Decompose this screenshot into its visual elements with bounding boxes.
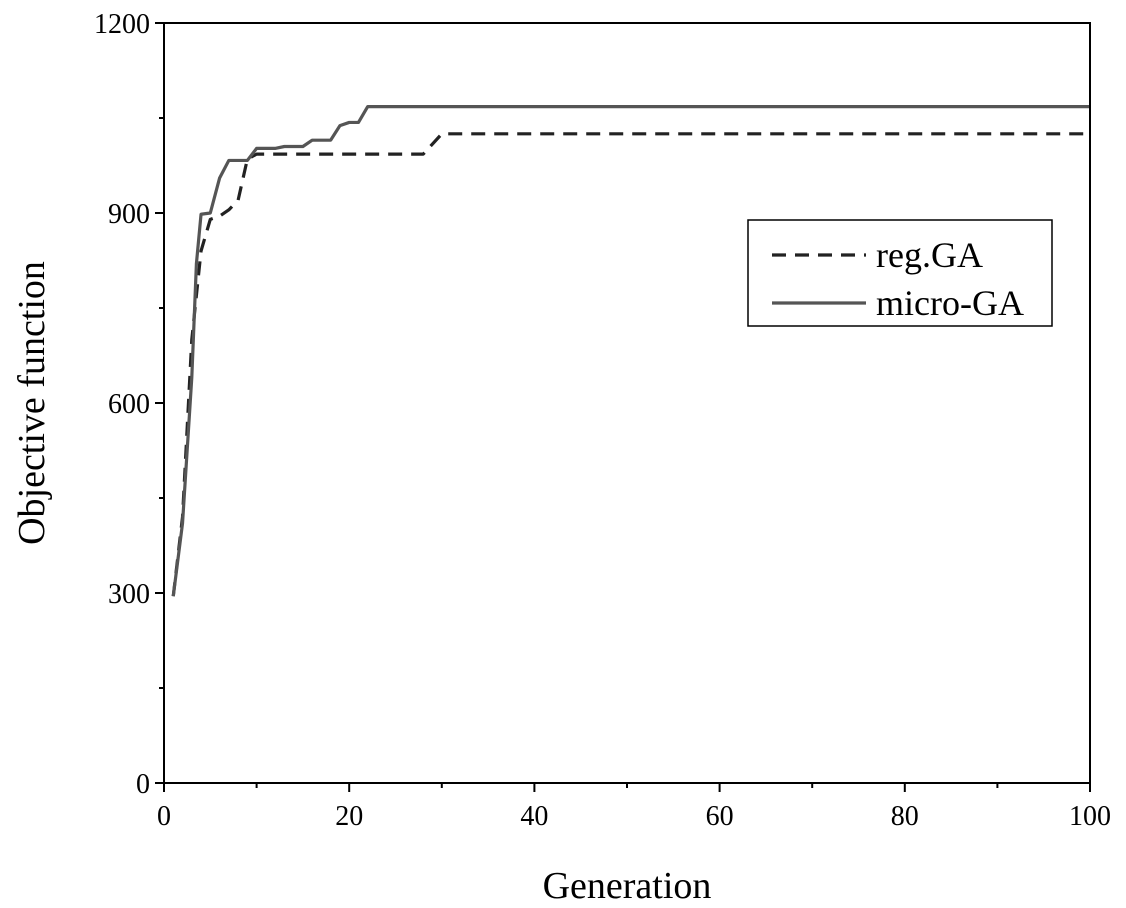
axis-ticks: 0 20 40 60 80 100 0 300 600 900 1200 — [94, 9, 1111, 832]
series-layer — [171, 104, 1090, 597]
y-tick-label: 300 — [108, 579, 150, 610]
x-tick-label: 0 — [157, 801, 171, 832]
legend: reg.GA micro-GA — [747, 219, 1053, 327]
series-line-reg-ga — [171, 132, 1090, 597]
y-tick-label: 0 — [136, 769, 150, 800]
x-tick-label: 100 — [1069, 801, 1111, 832]
legend-label-micro-ga: micro-GA — [876, 283, 1024, 323]
y-axis-title: Objective function — [11, 261, 53, 545]
x-tick-label: 60 — [706, 801, 734, 832]
x-tick-label: 40 — [520, 801, 548, 832]
y-tick-label: 600 — [108, 389, 150, 420]
x-tick-label: 80 — [891, 801, 919, 832]
series-line-micro-ga — [171, 104, 1090, 597]
x-tick-label: 20 — [335, 801, 363, 832]
legend-box — [747, 219, 1053, 327]
x-axis-title: Generation — [543, 865, 712, 907]
axes-frame — [163, 22, 1091, 784]
y-tick-label: 1200 — [94, 9, 150, 40]
y-tick-label: 900 — [108, 199, 150, 230]
legend-label-reg-ga: reg.GA — [876, 235, 983, 275]
